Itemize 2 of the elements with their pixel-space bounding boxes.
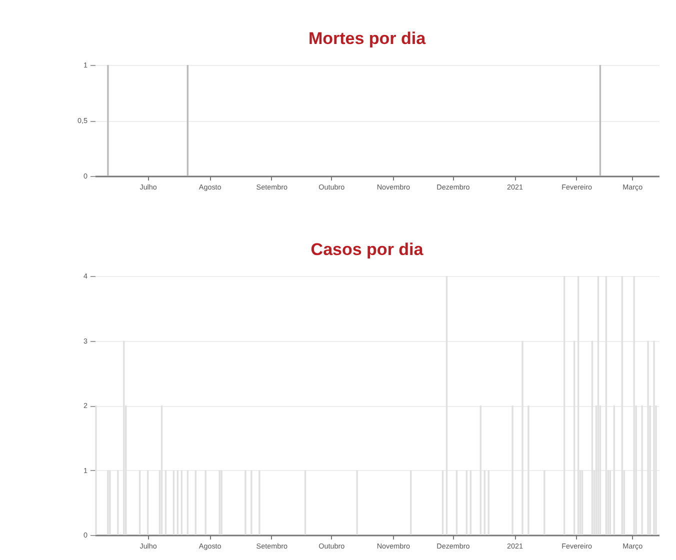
chart-title: Casos por dia: [310, 240, 424, 259]
chart-title: Mortes por dia: [308, 29, 426, 48]
